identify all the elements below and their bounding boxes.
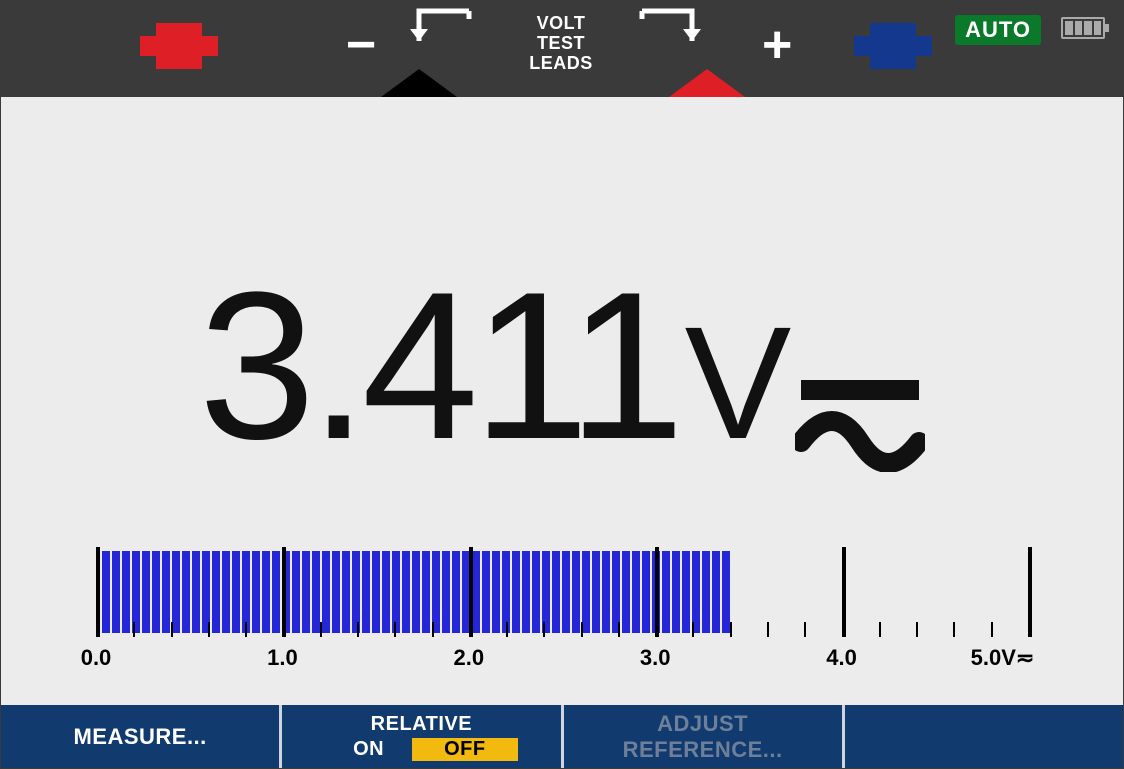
adjust-reference-label: ADJUST REFERENCE... [623,711,783,763]
dc-ac-mode-icon [795,362,925,477]
lead-arrow-pos-icon [637,7,707,67]
bargraph-minor-tick [394,622,396,637]
bargraph-minor-tick [506,622,508,637]
lead-arrow-neg-icon [404,7,474,67]
adjust-reference-button[interactable]: ADJUST REFERENCE... [564,705,845,768]
bargraph-minor-tick [543,622,545,637]
bargraph-tick-label: 2.0 [454,645,485,671]
bargraph-major-tick [842,547,846,637]
reading-unit: V [685,291,792,475]
bargraph-tick-label: 3.0 [640,645,671,671]
auto-range-badge: AUTO [955,15,1041,45]
bargraph-minor-tick [730,622,732,637]
reading-value: 3.411 [199,245,679,487]
bargraph-minor-tick [767,622,769,637]
bargraph-minor-tick [692,622,694,637]
relative-on-option[interactable]: ON [325,738,412,761]
bargraph-minor-tick [320,622,322,637]
jack-left-icon [156,23,202,69]
bargraph-minor-tick [432,622,434,637]
reading-display: 3.411V [1,245,1123,491]
bargraph-minor-tick [916,622,918,637]
bargraph-minor-tick [618,622,620,637]
relative-toggle[interactable]: RELATIVE ON OFF [282,705,563,768]
relative-label: RELATIVE [371,713,472,736]
relative-off-option[interactable]: OFF [412,738,518,761]
bargraph-major-tick [469,547,473,637]
bargraph-minor-tick [953,622,955,637]
bargraph-tick-label: 0.0 [81,645,112,671]
bargraph-tick-label: 4.0 [826,645,857,671]
battery-icon [1061,17,1105,39]
bargraph-minor-tick [991,622,993,637]
bargraph-minor-tick [208,622,210,637]
measure-button-label: MEASURE... [73,724,206,750]
header-bar: − VOLT TEST LEADS + AUTO [1,1,1123,97]
bargraph-minor-tick [133,622,135,637]
bargraph-minor-tick [245,622,247,637]
polarity-plus-icon: + [762,15,792,75]
port-negative-icon [381,69,457,97]
bargraph-minor-tick [171,622,173,637]
volt-test-leads-label: VOLT TEST LEADS [507,13,615,73]
analog-bargraph: 0.01.02.03.04.05.0V≂ [96,547,1028,687]
bargraph-minor-tick [879,622,881,637]
bargraph-tick-label: 1.0 [267,645,298,671]
jack-right-icon [870,23,916,69]
bargraph-major-tick [655,547,659,637]
bargraph-minor-tick [357,622,359,637]
measure-button[interactable]: MEASURE... [1,705,282,768]
measurement-area: 3.411V 0.0 1.0 2.0 3.0 4.0 5.0V≂ [1,97,1123,705]
softkey-bar: MEASURE... RELATIVE ON OFF ADJUST REFERE… [1,705,1123,768]
bargraph-minor-tick [581,622,583,637]
bargraph-minor-tick [804,622,806,637]
bargraph-tick-label: 5.0V≂ [971,645,1035,671]
bargraph-major-tick [96,547,100,637]
port-positive-icon [669,69,745,97]
instrument-screen: − VOLT TEST LEADS + AUTO [0,0,1124,769]
bargraph-major-tick [282,547,286,637]
softkey-4[interactable] [845,705,1123,768]
bargraph-major-tick [1028,547,1032,637]
polarity-minus-icon: − [346,15,376,75]
